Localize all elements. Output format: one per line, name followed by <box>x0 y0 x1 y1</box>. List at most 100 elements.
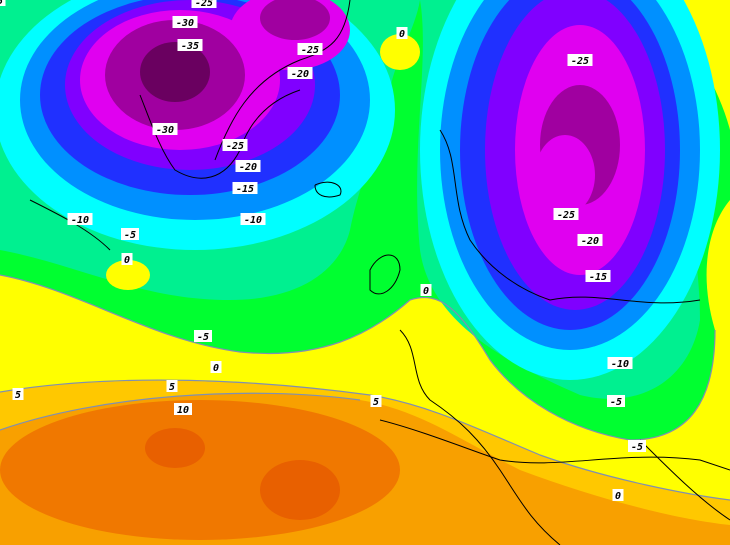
contour-label-text: 0 <box>124 255 130 266</box>
contour-label-bg <box>607 395 625 407</box>
contour-label-bg <box>222 139 248 151</box>
contour-label-text: -15 <box>589 272 607 283</box>
contour-label: -20 <box>577 234 603 247</box>
contour-label-text: -30 <box>176 18 194 29</box>
contour-label-bg <box>172 16 198 28</box>
contour-label-text: 5 <box>0 0 3 7</box>
contour-label-text: 0 <box>423 286 429 297</box>
contour-label: 0 <box>612 489 624 502</box>
contour-label-bg <box>567 54 593 66</box>
warm-corner <box>660 0 730 130</box>
contour-label-text: 0 <box>615 491 621 502</box>
contour-label-text: -10 <box>71 215 89 226</box>
contour-label: -20 <box>287 67 313 80</box>
contour-label: 0 <box>210 361 222 374</box>
contour-label-bg <box>297 43 323 55</box>
contour-label: -25 <box>567 54 593 67</box>
contour-label: -5 <box>607 395 625 408</box>
contour-label-bg <box>67 213 93 225</box>
contour-label-bg <box>553 208 579 220</box>
coastline <box>314 181 342 198</box>
contour-label-text: 0 <box>399 29 405 40</box>
contour-label-bg <box>240 213 266 225</box>
contour-label: -30 <box>152 123 178 136</box>
contour-label: -5 <box>194 330 212 343</box>
contour-label-text: -5 <box>197 332 209 343</box>
contour-label-bg <box>0 0 6 6</box>
contour-line <box>0 392 361 431</box>
contour-label: 0 <box>396 27 408 40</box>
contour-label-bg <box>166 380 178 392</box>
contour-line <box>0 379 730 501</box>
contour-label: -10 <box>67 213 93 226</box>
band-warmer <box>0 400 400 540</box>
contour-label-bg <box>396 27 408 39</box>
contour-label-text: -25 <box>571 56 589 67</box>
contour-label-text: -5 <box>610 397 622 408</box>
contour-line <box>0 274 716 441</box>
contour-label-bg <box>287 67 313 79</box>
contour-label-bg <box>121 253 133 265</box>
contour-label-bg <box>235 160 261 172</box>
contour-labels: -25-30-35 -25-20-30-25-20-15-10 -10-50-50-… <box>0 0 646 502</box>
contour-label: 5 <box>166 380 178 393</box>
contour-label-bg <box>121 228 139 240</box>
contour-label: -10 <box>607 357 633 370</box>
contour-label-text: -25 <box>195 0 213 9</box>
contour-label-text: 5 <box>15 390 21 401</box>
cold-band-west-6 <box>140 42 210 102</box>
contour-label-text: -30 <box>156 125 174 136</box>
band-warmest <box>260 460 340 520</box>
contour-label-text: -20 <box>581 236 599 247</box>
coastline <box>639 439 730 521</box>
contour-label-text: -10 <box>611 359 629 370</box>
contour-label-bg <box>194 330 212 342</box>
contour-label-text: -25 <box>226 141 244 152</box>
contour-label-bg <box>12 388 24 400</box>
contour-label: -25 <box>553 208 579 221</box>
contour-label-bg <box>177 39 203 51</box>
contour-label: 5 <box>12 388 24 401</box>
cold-band-west-ext <box>260 0 330 40</box>
warm-blob <box>380 34 420 70</box>
contour-label: -35 <box>177 39 203 52</box>
contour-label-text: -10 <box>244 215 262 226</box>
contour-label-text: -25 <box>301 45 319 56</box>
contour-label-text: 5 <box>373 397 379 408</box>
contour-label-text: 5 <box>169 382 175 393</box>
contour-label: 0 <box>420 284 432 297</box>
cold-band-east-core <box>535 135 595 215</box>
contour-label: 5 <box>370 395 382 408</box>
contour-label: -25 <box>191 0 217 9</box>
contour-label-text: -35 <box>181 41 199 52</box>
contour-label-text: -20 <box>239 162 257 173</box>
contour-label: -5 <box>121 228 139 241</box>
contour-label: -25 <box>222 139 248 152</box>
contour-label-bg <box>174 403 192 415</box>
contour-label: -10 <box>240 213 266 226</box>
coastline <box>214 0 351 161</box>
coastline <box>379 419 730 471</box>
contour-label-text: -25 <box>557 210 575 221</box>
contour-label: -25 <box>297 43 323 56</box>
contour-label: -5 <box>628 440 646 453</box>
warm-blob <box>106 260 150 290</box>
contour-label-bg <box>420 284 432 296</box>
contour-label: -15 <box>232 182 258 195</box>
contour-label-bg <box>612 489 624 501</box>
contour-label-bg <box>232 182 258 194</box>
contour-label: 5 <box>0 0 6 7</box>
contour-label-bg <box>628 440 646 452</box>
contour-label-text: -15 <box>236 184 254 195</box>
contour-label-text: 0 <box>213 363 219 374</box>
contour-label: -20 <box>235 160 261 173</box>
coastline <box>439 129 701 304</box>
coastline <box>399 329 561 545</box>
contour-label-bg <box>607 357 633 369</box>
contour-label-bg <box>577 234 603 246</box>
contour-label-bg <box>585 270 611 282</box>
warm-edge <box>706 200 730 340</box>
